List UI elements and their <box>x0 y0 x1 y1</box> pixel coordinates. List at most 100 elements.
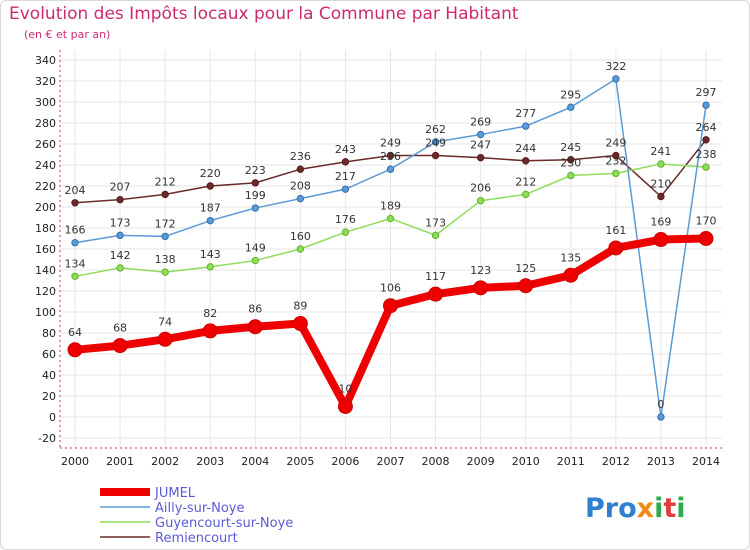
data-label-ailly-sur-noye: 262 <box>425 123 446 136</box>
logo-text: Proxiti <box>585 493 686 524</box>
y-tick-label: 60 <box>42 348 56 361</box>
point-remiencourt <box>567 156 575 164</box>
data-label-ailly-sur-noye: 236 <box>380 150 401 163</box>
data-label-jumel: 161 <box>605 224 626 237</box>
point-guyencourt-sur-noye <box>702 163 710 171</box>
x-tick-label: 2010 <box>512 455 540 468</box>
legend-label-guyencourt-sur-noye: Guyencourt-sur-Noye <box>155 516 293 531</box>
x-tick-label: 2006 <box>331 455 359 468</box>
chart-subtitle: (en € et par an) <box>24 28 111 41</box>
data-label-guyencourt-sur-noye: 142 <box>110 249 131 262</box>
axes: -200204060801001201401601802002202402602… <box>35 50 722 468</box>
legend-label-remiencourt: Remiencourt <box>155 531 238 546</box>
point-remiencourt <box>386 151 395 160</box>
legend-label-jumel: JUMEL <box>154 486 196 501</box>
proxiti-logo: Proxiti <box>585 493 686 524</box>
point-ailly-sur-noye <box>341 185 350 193</box>
x-tick-label: 2011 <box>557 455 585 468</box>
point-jumel <box>653 232 669 248</box>
point-jumel <box>473 280 489 296</box>
point-ailly-sur-noye <box>251 204 259 212</box>
point-guyencourt-sur-noye <box>386 214 395 223</box>
y-tick-label: -20 <box>38 432 56 445</box>
point-remiencourt <box>251 179 259 187</box>
point-jumel <box>698 231 714 246</box>
point-guyencourt-sur-noye <box>341 228 350 236</box>
point-guyencourt-sur-noye <box>296 245 305 253</box>
point-remiencourt <box>161 190 169 199</box>
data-label-remiencourt: 220 <box>200 167 221 180</box>
point-guyencourt-sur-noye <box>116 264 124 272</box>
data-label-jumel: 135 <box>560 251 581 264</box>
y-tick-label: 260 <box>35 138 56 151</box>
x-tick-label: 2005 <box>286 455 314 468</box>
data-label-remiencourt: 249 <box>605 137 626 150</box>
point-jumel <box>337 399 353 414</box>
data-label-jumel: 86 <box>248 303 262 316</box>
point-guyencourt-sur-noye <box>567 171 575 180</box>
point-jumel <box>67 342 83 358</box>
point-ailly-sur-noye <box>161 232 169 241</box>
data-label-ailly-sur-noye: 166 <box>65 224 86 237</box>
point-guyencourt-sur-noye <box>657 160 665 168</box>
point-ailly-sur-noye <box>386 165 395 173</box>
point-ailly-sur-noye <box>702 101 710 109</box>
data-label-jumel: 64 <box>68 326 82 339</box>
point-remiencourt <box>522 157 530 165</box>
point-remiencourt <box>657 192 665 201</box>
legend: JUMELAilly-sur-NoyeGuyencourt-sur-NoyeRe… <box>100 486 293 546</box>
data-label-remiencourt: 249 <box>425 137 446 150</box>
x-tick-label: 2013 <box>647 455 675 468</box>
chart-title: Evolution des Impôts locaux pour la Comm… <box>9 4 519 24</box>
x-tick-label: 2000 <box>61 455 89 468</box>
data-label-remiencourt: 264 <box>696 121 717 134</box>
point-guyencourt-sur-noye <box>431 231 440 240</box>
point-ailly-sur-noye <box>71 239 79 247</box>
y-tick-label: 320 <box>35 75 56 88</box>
x-tick-label: 2003 <box>196 455 224 468</box>
y-tick-label: 80 <box>42 327 56 340</box>
data-label-remiencourt: 245 <box>560 141 581 154</box>
x-tick-label: 2012 <box>602 455 630 468</box>
point-ailly-sur-noye <box>522 122 530 130</box>
point-jumel <box>428 286 444 302</box>
y-tick-label: 40 <box>42 369 56 382</box>
data-label-jumel: 125 <box>515 262 536 275</box>
y-tick-label: 280 <box>35 117 56 130</box>
point-ailly-sur-noye <box>116 231 124 240</box>
data-label-guyencourt-sur-noye: 232 <box>605 154 626 167</box>
point-remiencourt <box>116 195 124 204</box>
point-ailly-sur-noye <box>612 75 620 83</box>
data-label-ailly-sur-noye: 277 <box>515 107 536 120</box>
y-tick-label: 20 <box>42 390 56 403</box>
data-label-remiencourt: 223 <box>245 164 266 177</box>
data-label-jumel: 117 <box>425 270 446 283</box>
data-label-jumel: 68 <box>113 322 127 335</box>
y-tick-label: 220 <box>35 180 56 193</box>
data-label-remiencourt: 236 <box>290 150 311 163</box>
data-label-ailly-sur-noye: 217 <box>335 170 356 183</box>
point-ailly-sur-noye <box>567 103 575 111</box>
data-label-guyencourt-sur-noye: 238 <box>696 148 717 161</box>
x-tick-label: 2009 <box>467 455 495 468</box>
y-tick-label: 300 <box>35 96 56 109</box>
point-jumel <box>247 319 263 335</box>
point-remiencourt <box>71 199 79 207</box>
data-label-guyencourt-sur-noye: 241 <box>650 145 671 158</box>
data-label-ailly-sur-noye: 295 <box>560 88 581 101</box>
data-label-remiencourt: 207 <box>110 181 131 194</box>
point-guyencourt-sur-noye <box>251 256 259 265</box>
x-tick-label: 2014 <box>692 455 720 468</box>
x-tick-label: 2004 <box>241 455 269 468</box>
point-guyencourt-sur-noye <box>476 197 485 205</box>
y-tick-label: 200 <box>35 201 56 214</box>
data-label-ailly-sur-noye: 0 <box>657 398 664 411</box>
data-label-guyencourt-sur-noye: 138 <box>155 253 176 266</box>
point-guyencourt-sur-noye <box>71 272 79 280</box>
data-label-remiencourt: 212 <box>155 175 176 188</box>
data-label-guyencourt-sur-noye: 189 <box>380 200 401 213</box>
data-label-ailly-sur-noye: 173 <box>110 216 131 229</box>
data-label-remiencourt: 249 <box>380 137 401 150</box>
x-tick-label: 2008 <box>422 455 450 468</box>
